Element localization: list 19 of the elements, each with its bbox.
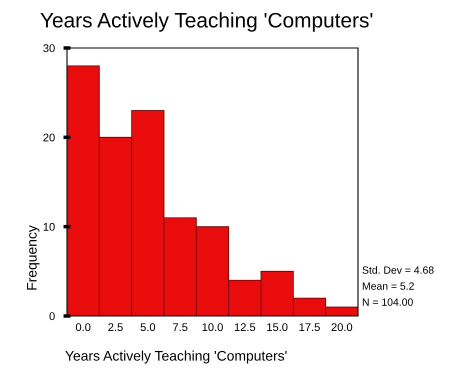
x-tick-label: 5.0: [140, 323, 156, 332]
x-tick-label: 7.5: [173, 323, 188, 332]
x-tick-label: 10.0: [202, 323, 223, 332]
x-tick-label: 20.0: [332, 323, 352, 332]
x-tick-label: 12.5: [234, 323, 256, 332]
y-tick-label: 0: [49, 312, 55, 320]
x-tick-label: 2.5: [108, 323, 123, 332]
y-tick-label: 10: [44, 222, 55, 231]
y-axis-title: Frequency: [27, 225, 40, 290]
text: Mean = 5.2: [362, 282, 414, 290]
x-tick-label: 17.5: [300, 323, 320, 332]
y-tick-label: 20: [43, 134, 55, 142]
x-tick-label: 0.0: [76, 323, 90, 332]
text: Std. Dev = 4.68: [362, 266, 434, 274]
y-tick-label: 30: [43, 44, 55, 52]
chart-title: Years Actively Teaching 'Computers': [40, 12, 372, 32]
x-tick-label: 15.0: [267, 323, 288, 332]
text: N = 104.00: [362, 298, 413, 306]
x-axis-title: Years Actively Teaching 'Computers': [65, 350, 287, 364]
